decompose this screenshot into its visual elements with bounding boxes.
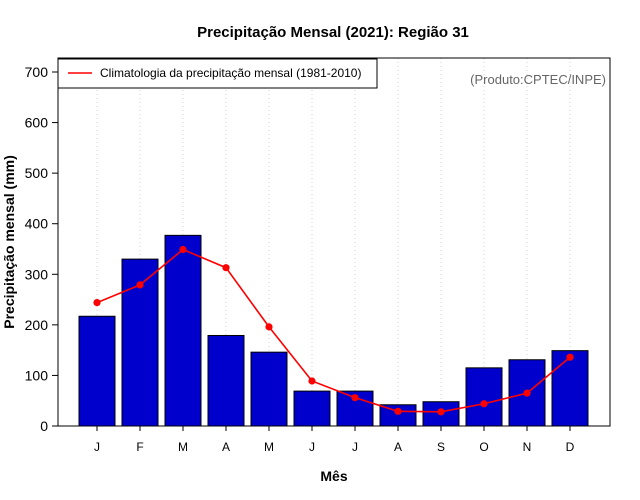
chart-title: Precipitação Mensal (2021): Região 31 xyxy=(197,24,469,41)
climatology-series xyxy=(93,245,574,416)
plot-frame xyxy=(57,57,611,427)
y-axis: 0 100 200 300 400 500 600 700 xyxy=(25,64,58,434)
climatology-point-5 xyxy=(265,323,273,331)
y-tick-label-500: 500 xyxy=(25,165,49,181)
y-tick-label-300: 300 xyxy=(25,266,49,282)
x-tick-label-2: F xyxy=(136,440,143,454)
bar-3 xyxy=(164,234,202,427)
y-tick-label-100: 100 xyxy=(25,367,49,383)
legend-box xyxy=(57,58,378,89)
legend: Climatologia da precipitação mensal (198… xyxy=(57,58,378,89)
x-tick-label-11: N xyxy=(523,440,532,454)
bar-10 xyxy=(465,367,503,427)
climatology-point-4 xyxy=(222,264,230,272)
climatology-line xyxy=(96,248,571,413)
x-tick-label-7: J xyxy=(352,440,358,454)
y-tick-label-400: 400 xyxy=(25,216,49,232)
x-tick-label-1: J xyxy=(94,440,100,454)
x-axis-label: Mês xyxy=(320,468,347,484)
climatology-point-11 xyxy=(523,389,531,397)
y-tick-label-700: 700 xyxy=(25,64,49,80)
climatology-point-6 xyxy=(308,377,316,385)
climatology-point-12 xyxy=(566,353,574,361)
x-tick-label-10: O xyxy=(479,440,488,454)
x-tick-label-8: A xyxy=(394,440,402,454)
bar-5 xyxy=(250,351,288,427)
product-credit: (Produto:CPTEC/INPE) xyxy=(470,72,606,87)
x-tick-label-4: A xyxy=(222,440,230,454)
climatology-point-10 xyxy=(480,400,488,408)
bar-6 xyxy=(293,390,331,427)
legend-entry-climatology: Climatologia da precipitação mensal (198… xyxy=(100,66,361,80)
y-tick-label-0: 0 xyxy=(40,418,48,434)
x-tick-label-12: D xyxy=(566,440,575,454)
x-tick-label-5: M xyxy=(264,440,274,454)
bar-4 xyxy=(207,334,245,427)
climatology-point-8 xyxy=(394,407,402,415)
x-tick-label-9: S xyxy=(437,440,445,454)
climatology-point-2 xyxy=(136,281,144,289)
bar-12 xyxy=(551,350,589,427)
y-axis-label: Precipitação mensal (mm) xyxy=(1,155,17,329)
climatology-point-1 xyxy=(93,299,101,307)
y-tick-label-200: 200 xyxy=(25,317,49,333)
x-tick-label-6: J xyxy=(309,440,315,454)
y-tick-label-600: 600 xyxy=(25,115,49,131)
x-tick-label-3: M xyxy=(178,440,188,454)
climatology-point-3 xyxy=(179,245,187,254)
bar-1 xyxy=(78,315,116,427)
climatology-point-9 xyxy=(437,408,445,416)
climatology-point-7 xyxy=(351,394,359,402)
